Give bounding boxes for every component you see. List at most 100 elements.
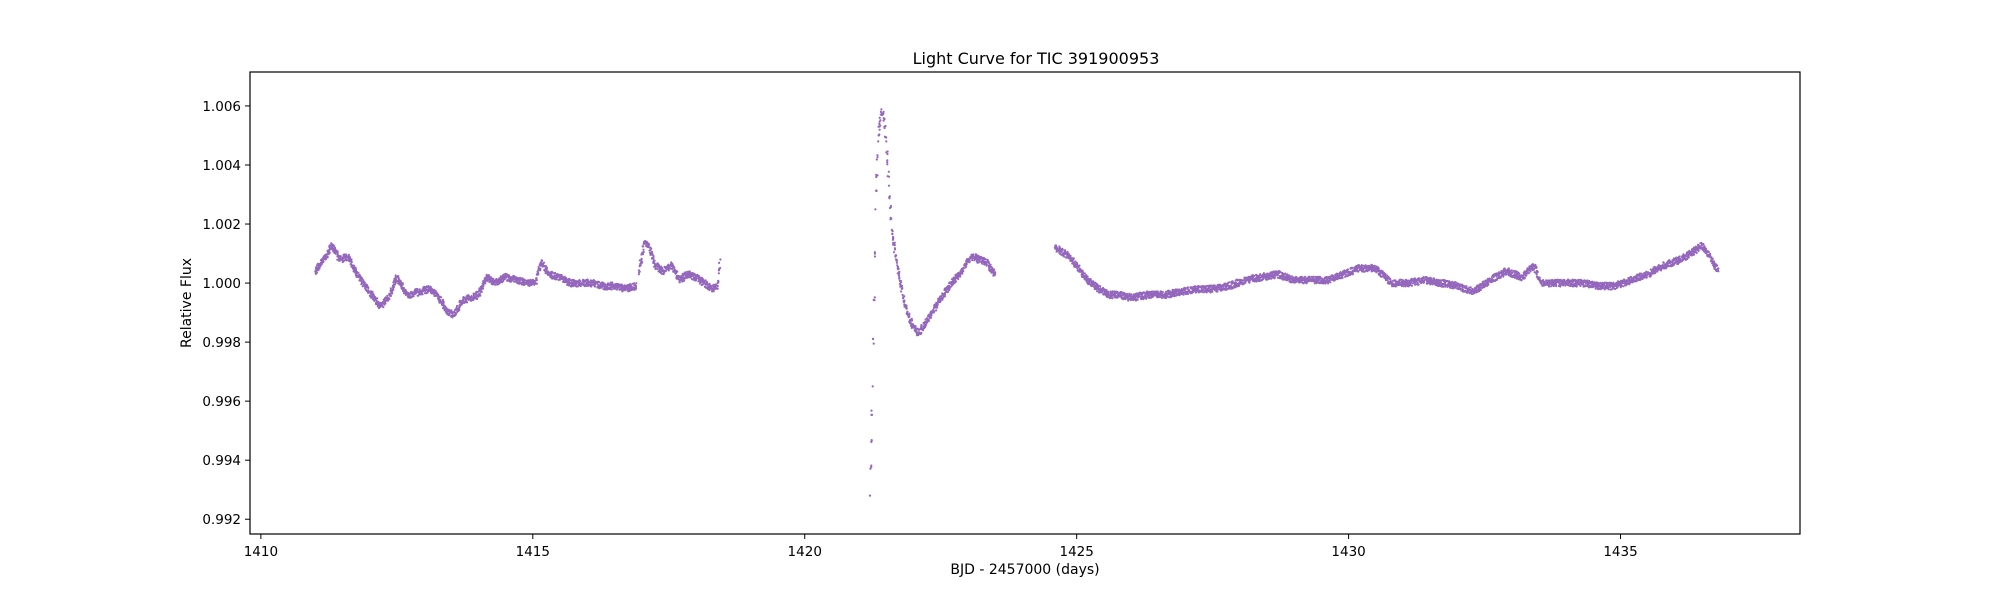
data-point xyxy=(1404,285,1407,288)
data-point xyxy=(316,268,319,271)
data-point xyxy=(882,119,885,122)
data-point xyxy=(573,279,577,283)
data-point xyxy=(565,277,568,280)
data-point xyxy=(362,279,365,282)
data-point xyxy=(1547,285,1551,288)
data-point xyxy=(875,158,878,161)
data-point xyxy=(886,161,889,164)
data-point xyxy=(671,267,674,270)
data-point xyxy=(1093,287,1096,291)
data-point xyxy=(1202,291,1205,294)
data-point xyxy=(876,154,879,157)
data-point xyxy=(674,272,677,275)
data-point xyxy=(882,110,885,113)
data-point xyxy=(1324,276,1327,279)
data-point xyxy=(683,279,686,282)
data-point xyxy=(588,281,591,284)
data-point xyxy=(1442,285,1445,288)
data-point xyxy=(1383,272,1386,275)
data-point xyxy=(634,287,638,290)
data-point xyxy=(892,251,896,254)
data-point xyxy=(631,286,634,289)
data-point xyxy=(521,278,524,281)
data-point xyxy=(448,313,451,316)
data-point xyxy=(920,331,923,334)
data-point xyxy=(613,284,616,288)
data-point xyxy=(652,255,655,258)
data-point xyxy=(486,279,489,283)
data-point xyxy=(901,287,904,290)
data-point xyxy=(965,263,968,266)
data-point xyxy=(451,312,454,315)
data-point xyxy=(908,313,911,316)
data-point xyxy=(1520,279,1523,282)
data-point xyxy=(1136,298,1139,301)
data-point xyxy=(717,280,720,283)
data-point xyxy=(326,256,329,259)
data-point xyxy=(474,292,477,295)
data-points xyxy=(314,108,1720,497)
data-point xyxy=(1558,281,1561,284)
data-point xyxy=(719,266,722,270)
data-point xyxy=(1069,254,1072,258)
data-point xyxy=(1083,272,1086,275)
data-point xyxy=(891,232,894,236)
data-point xyxy=(596,282,599,285)
data-point xyxy=(399,280,402,283)
data-point xyxy=(1487,283,1490,286)
data-point xyxy=(557,275,560,278)
data-point xyxy=(637,273,641,276)
data-point xyxy=(1432,278,1435,282)
data-point xyxy=(1312,275,1315,278)
data-point xyxy=(897,267,900,270)
data-point xyxy=(1273,276,1276,279)
data-point xyxy=(698,282,702,285)
data-point xyxy=(550,273,553,276)
data-point xyxy=(539,267,542,270)
data-point xyxy=(1469,286,1472,289)
data-point xyxy=(676,270,679,273)
data-point xyxy=(1076,263,1079,266)
data-point xyxy=(642,250,645,254)
data-point xyxy=(879,119,882,122)
data-point xyxy=(367,286,370,290)
data-point xyxy=(554,271,557,275)
data-point xyxy=(470,295,473,298)
data-point xyxy=(658,264,661,267)
data-point xyxy=(505,273,508,276)
data-point xyxy=(667,269,670,272)
data-point xyxy=(880,108,883,111)
data-point xyxy=(376,300,380,303)
data-point xyxy=(984,258,987,261)
data-point xyxy=(327,253,330,256)
data-point xyxy=(336,252,339,255)
data-point xyxy=(930,316,933,319)
data-point xyxy=(535,277,538,280)
data-point xyxy=(467,294,470,297)
data-point xyxy=(1402,285,1405,288)
data-point xyxy=(1535,273,1538,276)
data-point xyxy=(1061,247,1064,250)
data-point xyxy=(898,270,901,273)
data-point xyxy=(1351,271,1354,274)
data-point xyxy=(454,313,457,316)
data-point xyxy=(414,292,418,295)
data-point xyxy=(876,174,879,177)
data-point xyxy=(870,464,873,467)
data-point xyxy=(354,269,358,272)
data-point xyxy=(598,281,601,284)
data-point xyxy=(886,163,889,166)
data-point xyxy=(455,306,458,309)
data-point xyxy=(689,276,692,279)
data-point xyxy=(1548,282,1551,285)
data-point xyxy=(352,264,355,267)
data-point xyxy=(1346,268,1349,271)
data-point xyxy=(1538,277,1541,280)
data-point xyxy=(1111,297,1114,300)
data-point xyxy=(925,321,929,324)
data-point xyxy=(1336,272,1339,275)
data-point xyxy=(1335,277,1338,280)
data-point xyxy=(421,293,424,296)
data-point xyxy=(686,276,689,279)
